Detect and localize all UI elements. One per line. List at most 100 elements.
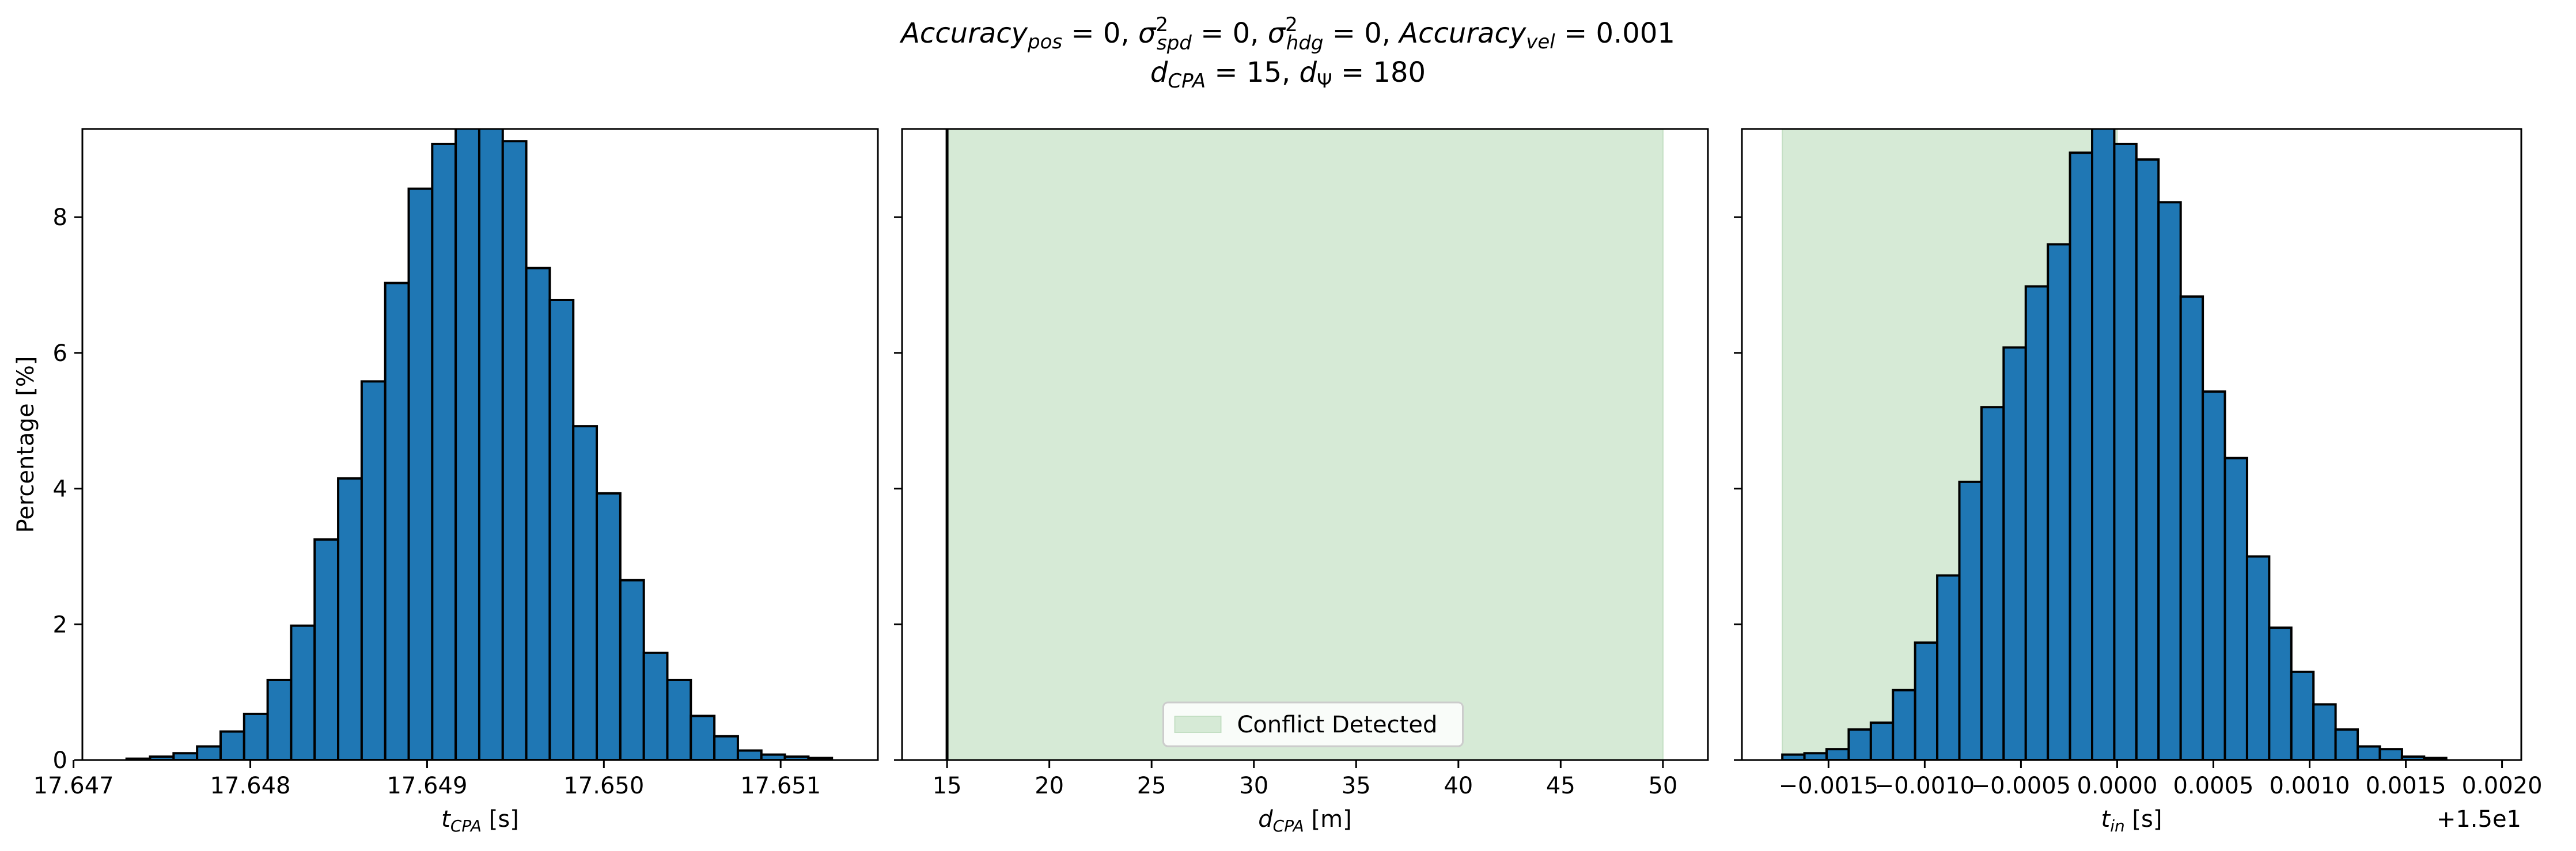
- histogram-bar: [2135, 158, 2160, 760]
- histogram-t-in: −0.0015−0.0010−0.0005 0.0000 0.0005 0.0010 0…: [1734, 128, 2543, 835]
- plot-area: [125, 129, 834, 760]
- histogram-bar: [2069, 151, 2094, 760]
- histogram-bar: [548, 298, 575, 760]
- histogram-bar: [1825, 748, 1850, 760]
- histogram-bar: [2268, 626, 2293, 760]
- histogram-bar: [2091, 129, 2116, 760]
- histogram-bar: [619, 579, 645, 760]
- histogram-bar: [572, 425, 598, 760]
- x-tick-label: 40: [1444, 773, 1473, 799]
- y-tick-label: 0: [53, 747, 67, 774]
- histogram-bar: [713, 735, 739, 760]
- x-tick-label: 0.0015: [2366, 773, 2446, 799]
- x-axis-label: dCPA [m]: [1258, 806, 1351, 835]
- histogram-bar: [1803, 752, 1828, 760]
- legend-label: Conflict Detected: [1237, 712, 1438, 738]
- x-tick-label: 15: [933, 773, 962, 799]
- histogram-bar: [2334, 728, 2359, 760]
- histogram-bar: [219, 730, 245, 760]
- x-axis-label: tin [s]: [2101, 806, 2162, 835]
- histogram-d-cpa: 15 20 25 30 35 40 45 50 dCPA [m] Conflict Detecte…: [894, 128, 1709, 835]
- histogram-bar: [2002, 346, 2027, 760]
- histogram-bar: [1892, 689, 1916, 760]
- histogram-bar: [525, 267, 551, 760]
- histogram-bar: [642, 651, 669, 760]
- histogram-bar: [454, 129, 480, 760]
- histogram-bar: [2047, 243, 2071, 760]
- x-tick-label: −0.0005: [1971, 773, 2071, 799]
- x-tick-label: 35: [1342, 773, 1371, 799]
- histogram-bar: [2312, 703, 2337, 760]
- y-tick-label: 8: [53, 204, 67, 231]
- histogram-bar: [1847, 728, 1872, 760]
- histogram-bar: [2223, 457, 2248, 760]
- figure-title-line2: dCPA = 15, dΨ = 180: [1150, 56, 1426, 93]
- histogram-bar: [690, 715, 716, 760]
- histogram-bar: [2357, 745, 2381, 760]
- y-tick-label: 2: [53, 611, 67, 638]
- figure-title: Accuracypos = 0, σ2 spd = 0, σ2 hdg = 0, A…: [899, 13, 1675, 93]
- histogram-bar: [1936, 574, 1961, 760]
- histogram-bar: [501, 140, 528, 760]
- histogram-bar: [2245, 555, 2271, 760]
- x-tick-label: 17.651: [740, 773, 821, 799]
- x-tick-label: 17.650: [563, 773, 644, 799]
- histogram-bar: [431, 142, 457, 760]
- x-offset-label: +1.5e1: [2437, 806, 2521, 833]
- x-tick-label: 30: [1239, 773, 1268, 799]
- x-tick-label: 0.0010: [2270, 773, 2350, 799]
- histogram-bar: [313, 538, 340, 760]
- legend-box: [1162, 701, 1464, 747]
- legend: Conflict Detected: [1162, 701, 1464, 747]
- x-tick-label: −0.0015: [1779, 773, 1878, 799]
- histogram-bar: [384, 282, 410, 760]
- histogram-bar: [666, 678, 692, 760]
- x-tick-label: 50: [1648, 773, 1677, 799]
- histogram-bar: [2202, 390, 2226, 760]
- histogram-bar: [1958, 480, 1983, 760]
- histogram-bar: [243, 712, 269, 760]
- histogram-bar: [2157, 201, 2182, 760]
- histogram-bar: [196, 745, 222, 760]
- histogram-bar: [478, 129, 504, 760]
- x-tick-label: 0.0005: [2173, 773, 2253, 799]
- histogram-bar: [1914, 641, 1939, 760]
- plot-area: [1781, 129, 2448, 760]
- histogram-bar: [172, 752, 199, 760]
- histogram-bar: [1869, 721, 1895, 760]
- histogram-bar: [2378, 748, 2403, 760]
- y-axis-label: Percentage [%]: [13, 356, 39, 533]
- axes-frame: [901, 128, 1709, 761]
- y-tick-label: 4: [53, 476, 67, 503]
- x-tick-label: 0.0000: [2077, 773, 2157, 799]
- histogram-bar: [2290, 670, 2315, 760]
- y-tick-label: 6: [53, 340, 67, 367]
- histogram-bar: [1980, 406, 2005, 760]
- histogram-bar: [407, 187, 434, 760]
- histogram-bar: [290, 624, 316, 760]
- histogram-bar: [2113, 142, 2138, 760]
- histogram-bar: [360, 380, 387, 760]
- figure-title-line1: Accuracypos = 0, σ2 spd = 0, σ2 hdg = 0, A…: [899, 13, 1675, 55]
- axes-frame: [1741, 128, 2522, 761]
- x-tick-label: 0.0020: [2462, 773, 2543, 799]
- x-tick-label: −0.0010: [1875, 773, 1975, 799]
- histogram-t-cpa: 17.647 17.648 17.649 17.650 17.651 0 2 4 6 8 tCPA …: [13, 128, 879, 835]
- conflict-region: [946, 129, 1664, 760]
- axes-frame: [81, 128, 879, 761]
- x-tick-label: 17.648: [210, 773, 291, 799]
- x-tick-label: 17.647: [33, 773, 114, 799]
- histogram-bar: [596, 492, 622, 760]
- x-tick-label: 17.649: [387, 773, 467, 799]
- plot-area: [945, 129, 1664, 760]
- x-axis-label: tCPA [s]: [441, 806, 519, 835]
- histogram-bar: [736, 749, 763, 760]
- x-tick-label: 25: [1137, 773, 1166, 799]
- histogram-bar: [2024, 285, 2050, 760]
- x-tick-label: 20: [1035, 773, 1064, 799]
- x-tick-label: 45: [1546, 773, 1575, 799]
- histogram-bar: [337, 477, 363, 760]
- histogram-bar: [266, 678, 293, 760]
- histogram-bar: [2179, 295, 2204, 760]
